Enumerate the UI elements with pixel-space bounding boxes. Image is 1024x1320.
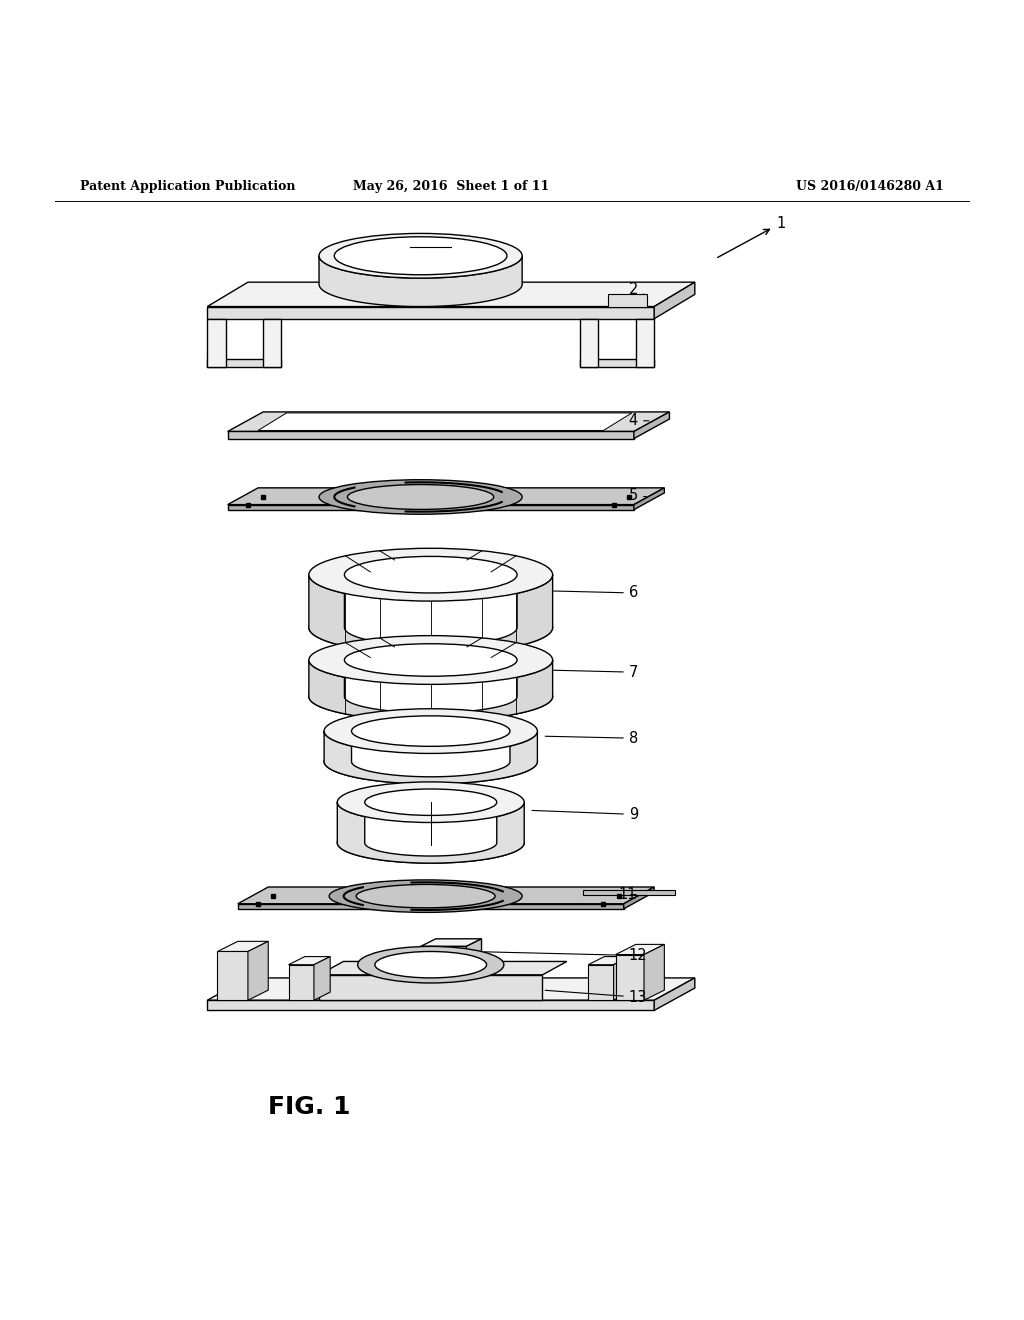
Polygon shape [421,946,466,965]
Polygon shape [207,318,225,367]
Text: 6: 6 [553,586,638,601]
Text: 8: 8 [545,731,638,746]
Polygon shape [227,504,634,510]
Polygon shape [207,1001,654,1010]
Polygon shape [613,957,630,1001]
Polygon shape [365,803,497,857]
Polygon shape [654,282,695,318]
Text: 9: 9 [532,807,638,822]
Text: 12: 12 [484,948,647,964]
Polygon shape [344,660,517,713]
Polygon shape [583,890,675,895]
Ellipse shape [309,548,553,601]
Text: Patent Application Publication: Patent Application Publication [80,181,296,193]
Polygon shape [634,412,670,438]
Polygon shape [588,965,613,1001]
Ellipse shape [334,236,507,275]
Polygon shape [207,282,695,306]
Polygon shape [238,904,624,909]
Ellipse shape [365,789,497,816]
Polygon shape [644,944,665,1001]
Ellipse shape [357,946,504,983]
Polygon shape [466,939,481,965]
Text: US 2016/0146280 A1: US 2016/0146280 A1 [796,181,944,193]
Polygon shape [309,574,553,653]
Polygon shape [580,318,598,367]
Ellipse shape [337,781,524,822]
Text: 4: 4 [629,413,649,428]
Polygon shape [217,952,248,1001]
Ellipse shape [344,557,517,593]
Polygon shape [248,941,268,1001]
Polygon shape [319,961,567,975]
Text: 11: 11 [618,887,637,902]
Ellipse shape [347,484,494,510]
Polygon shape [263,318,282,367]
Polygon shape [337,803,524,863]
Ellipse shape [344,644,517,676]
Ellipse shape [309,636,553,684]
Text: FIG. 1: FIG. 1 [267,1094,350,1119]
Text: 2: 2 [629,281,644,297]
Polygon shape [217,941,268,952]
Ellipse shape [356,884,496,908]
Polygon shape [608,294,647,306]
Polygon shape [344,574,517,645]
Polygon shape [634,488,665,510]
Polygon shape [615,954,644,1001]
Polygon shape [227,488,665,504]
Ellipse shape [329,880,522,912]
Ellipse shape [319,234,522,279]
Ellipse shape [325,709,538,754]
Polygon shape [319,256,522,306]
Text: 7: 7 [553,665,638,680]
Ellipse shape [375,952,486,978]
Polygon shape [624,887,654,909]
Polygon shape [636,318,654,367]
Polygon shape [238,887,654,904]
Polygon shape [258,413,632,430]
Polygon shape [207,978,695,1001]
Polygon shape [207,306,654,318]
Polygon shape [325,731,538,784]
Polygon shape [207,359,282,367]
Text: 1: 1 [718,215,785,257]
Polygon shape [421,939,481,946]
Polygon shape [615,944,665,954]
Polygon shape [289,957,330,965]
Polygon shape [309,660,553,721]
Text: 5: 5 [629,488,646,503]
Polygon shape [351,731,510,776]
Polygon shape [227,412,670,432]
Polygon shape [588,957,630,965]
Polygon shape [227,432,634,438]
Polygon shape [580,359,654,367]
Ellipse shape [351,715,510,746]
Polygon shape [289,965,314,1001]
Ellipse shape [319,479,522,515]
Polygon shape [654,978,695,1010]
Text: May 26, 2016  Sheet 1 of 11: May 26, 2016 Sheet 1 of 11 [353,181,549,193]
Polygon shape [314,957,330,1001]
Polygon shape [319,975,543,1001]
Text: 13: 13 [545,990,647,1005]
